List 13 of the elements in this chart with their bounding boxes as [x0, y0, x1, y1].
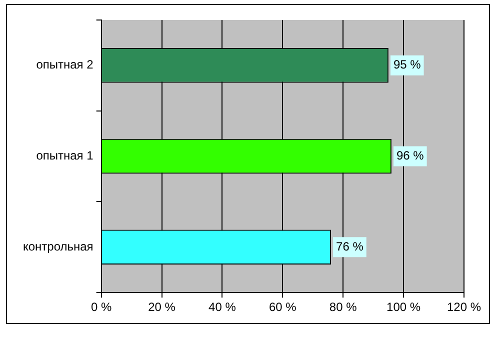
data-label: 96 %	[396, 148, 424, 163]
y-tick-label: контрольная	[22, 239, 94, 254]
x-tick-label: 60 %	[268, 300, 297, 314]
y-tick-label: опытная 2	[36, 58, 94, 72]
x-tick-label: 100 %	[386, 300, 421, 314]
x-tick-label: 120 %	[446, 300, 482, 314]
x-tick-label: 40 %	[208, 300, 236, 314]
y-tick-label: опытная 1	[36, 148, 94, 163]
data-label: 95 %	[393, 58, 422, 72]
data-label: 76 %	[336, 239, 364, 254]
x-tick-label: 20 %	[148, 300, 176, 314]
x-tick-label: 0 %	[90, 300, 112, 314]
x-tick-label: 80 %	[329, 300, 358, 314]
